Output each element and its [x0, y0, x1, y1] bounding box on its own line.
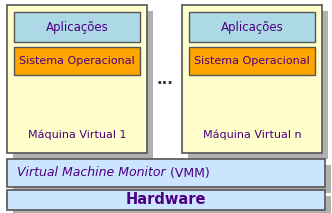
Bar — [13, 196, 331, 213]
Text: Máquina Virtual 1: Máquina Virtual 1 — [28, 130, 126, 140]
Text: Máquina Virtual n: Máquina Virtual n — [203, 130, 301, 140]
Bar — [13, 165, 331, 193]
Bar — [13, 11, 153, 159]
Text: Hardware: Hardware — [126, 193, 206, 207]
Bar — [189, 12, 315, 42]
Text: Aplicações: Aplicações — [45, 20, 108, 33]
Text: (VMM): (VMM) — [166, 167, 210, 180]
Bar — [188, 11, 328, 159]
Bar — [7, 190, 325, 210]
Bar — [14, 12, 140, 42]
Bar — [7, 159, 325, 187]
Text: Aplicações: Aplicações — [221, 20, 284, 33]
Text: ...: ... — [156, 72, 173, 86]
Bar — [7, 5, 147, 153]
Text: Sistema Operacional: Sistema Operacional — [194, 56, 310, 66]
Bar — [14, 47, 140, 75]
Bar — [189, 47, 315, 75]
Text: Virtual Machine Monitor: Virtual Machine Monitor — [17, 167, 166, 180]
Text: Sistema Operacional: Sistema Operacional — [19, 56, 135, 66]
Bar — [182, 5, 322, 153]
